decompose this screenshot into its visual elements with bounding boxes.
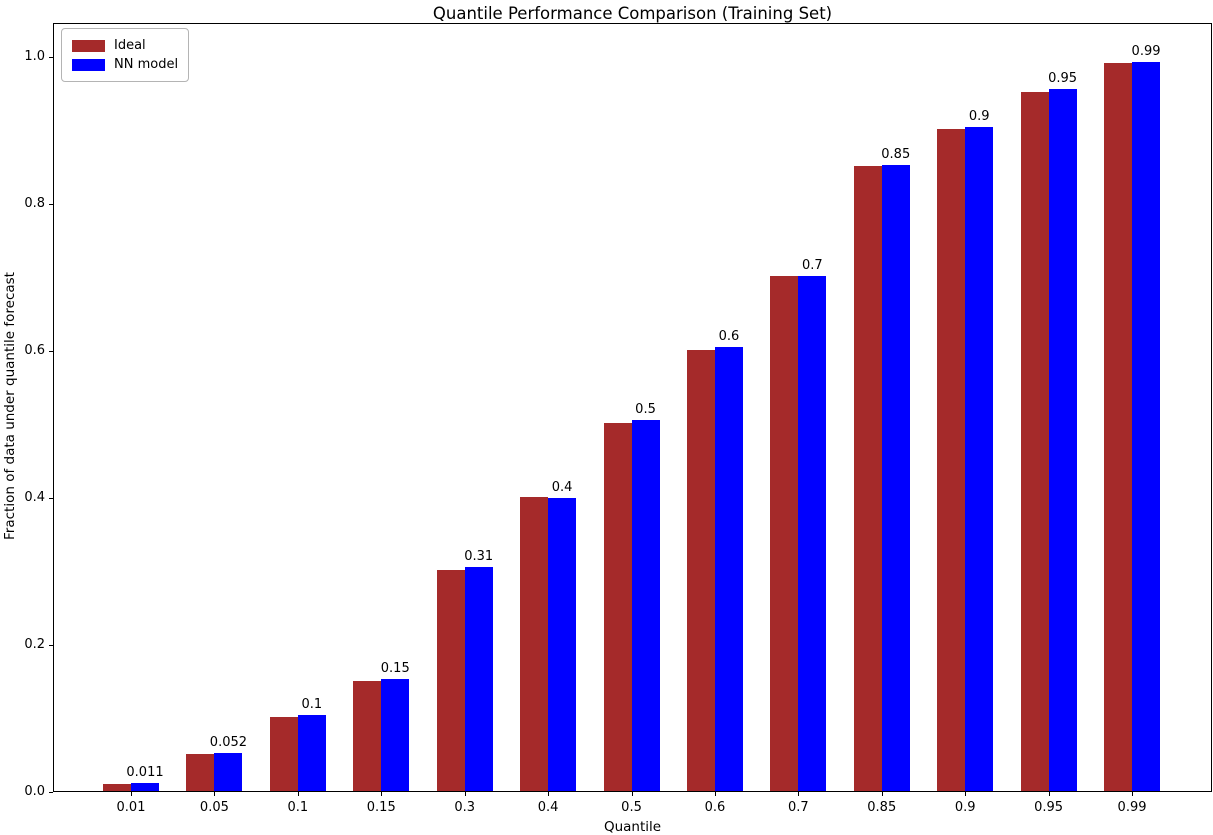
x-tick-label: 0.85 (867, 800, 897, 815)
y-tick-mark (49, 498, 53, 499)
nn-bar-0.9 (965, 127, 994, 791)
nn-bar-0.6 (714, 347, 743, 791)
legend-swatch-ideal-icon (72, 39, 105, 52)
x-tick-mark (798, 792, 800, 796)
bar-value-label-0.6: 0.6 (718, 329, 740, 344)
bar-value-label-0.05: 0.052 (209, 735, 248, 750)
bar-value-label-0.01: 0.011 (126, 765, 164, 780)
ideal-bar-0.99 (1104, 63, 1133, 791)
bar-value-label-0.9: 0.9 (968, 109, 990, 124)
ideal-bar-0.4 (520, 497, 549, 791)
nn-bar-0.4 (548, 498, 577, 791)
nn-bar-0.7 (798, 276, 827, 791)
y-tick-mark (49, 204, 53, 205)
ideal-bar-0.1 (269, 717, 298, 791)
y-tick-label: 0.8 (24, 196, 45, 211)
x-tick-label: 0.01 (116, 800, 146, 815)
ideal-bar-0.9 (937, 129, 966, 791)
x-tick-mark (214, 792, 216, 796)
ideal-bar-0.05 (186, 754, 215, 791)
ideal-bar-0.3 (436, 570, 465, 791)
y-tick-mark (49, 57, 53, 58)
y-tick-label: 0.0 (24, 784, 45, 799)
x-tick-mark (881, 792, 883, 796)
nn-bar-0.1 (297, 715, 326, 791)
x-tick-label: 0.1 (287, 800, 309, 815)
x-tick-label: 0.99 (1117, 800, 1147, 815)
x-tick-label: 0.5 (621, 800, 642, 815)
y-axis-label: Fraction of data under quantile forecast (2, 272, 18, 540)
bar-value-label-0.95: 0.95 (1048, 71, 1078, 86)
y-tick-mark (49, 792, 53, 793)
x-tick-mark (464, 792, 466, 796)
nn-bar-0.95 (1048, 89, 1077, 791)
x-tick-mark (714, 792, 716, 796)
chart-title: Quantile Performance Comparison (Trainin… (432, 4, 833, 23)
nn-bar-0.3 (464, 567, 493, 791)
nn-bar-0.05 (214, 753, 243, 791)
ideal-bar-0.15 (353, 681, 382, 791)
bar-value-label-0.1: 0.1 (301, 697, 323, 712)
x-tick-mark (548, 792, 550, 796)
nn-bar-0.99 (1132, 62, 1161, 791)
legend-label-ideal: Ideal (114, 38, 146, 53)
x-tick-label: 0.3 (454, 800, 476, 815)
plot-area: 0.011 0.052 0.1 0.15 0.31 0.4 0.5 0.6 0.7 0.85 0.9… (53, 23, 1212, 792)
y-tick-label: 0.2 (24, 637, 45, 652)
x-tick-mark (1048, 792, 1050, 796)
legend-label-nn-model: NN model (114, 57, 179, 72)
x-axis-label: Quantile (603, 819, 662, 835)
ideal-bar-0.01 (103, 784, 131, 791)
y-tick-label: 0.4 (24, 490, 45, 505)
ideal-bar-0.5 (603, 423, 632, 791)
bar-value-label-0.4: 0.4 (551, 480, 573, 495)
bar-value-label-0.7: 0.7 (802, 258, 823, 273)
x-tick-mark (297, 792, 299, 796)
x-tick-mark (381, 792, 383, 796)
x-tick-label: 0.15 (366, 800, 396, 815)
x-tick-label: 0.6 (704, 800, 726, 815)
x-tick-mark (965, 792, 967, 796)
bar-value-label-0.5: 0.5 (635, 402, 656, 417)
y-tick-mark (49, 645, 53, 646)
nn-bar-0.01 (131, 783, 159, 791)
ideal-bar-0.85 (853, 166, 882, 791)
bar-value-label-0.15: 0.15 (380, 661, 410, 676)
legend: Ideal NN model (61, 28, 190, 82)
nn-bar-0.5 (631, 420, 660, 791)
bar-value-label-0.3: 0.31 (464, 549, 494, 564)
x-tick-label: 0.4 (537, 800, 559, 815)
y-tick-label: 1.0 (24, 49, 45, 64)
x-tick-label: 0.7 (788, 800, 809, 815)
y-tick-label: 0.6 (24, 343, 45, 358)
nn-bar-0.85 (881, 165, 910, 791)
x-tick-mark (631, 792, 633, 796)
ideal-bar-0.6 (686, 350, 715, 791)
x-tick-label: 0.9 (954, 800, 976, 815)
legend-item-ideal: Ideal (72, 36, 178, 55)
ideal-bar-0.7 (770, 276, 799, 791)
x-tick-label: 0.05 (199, 800, 229, 815)
y-tick-mark (49, 351, 53, 352)
x-tick-mark (131, 792, 132, 796)
x-tick-mark (1132, 792, 1134, 796)
ideal-bar-0.95 (1020, 92, 1049, 791)
legend-swatch-nn-model-icon (72, 58, 105, 71)
x-tick-label: 0.95 (1034, 800, 1064, 815)
legend-item-nn-model: NN model (72, 55, 178, 74)
bar-value-label-0.99: 0.99 (1131, 44, 1161, 59)
nn-bar-0.15 (381, 679, 410, 791)
bar-value-label-0.85: 0.85 (881, 147, 911, 162)
